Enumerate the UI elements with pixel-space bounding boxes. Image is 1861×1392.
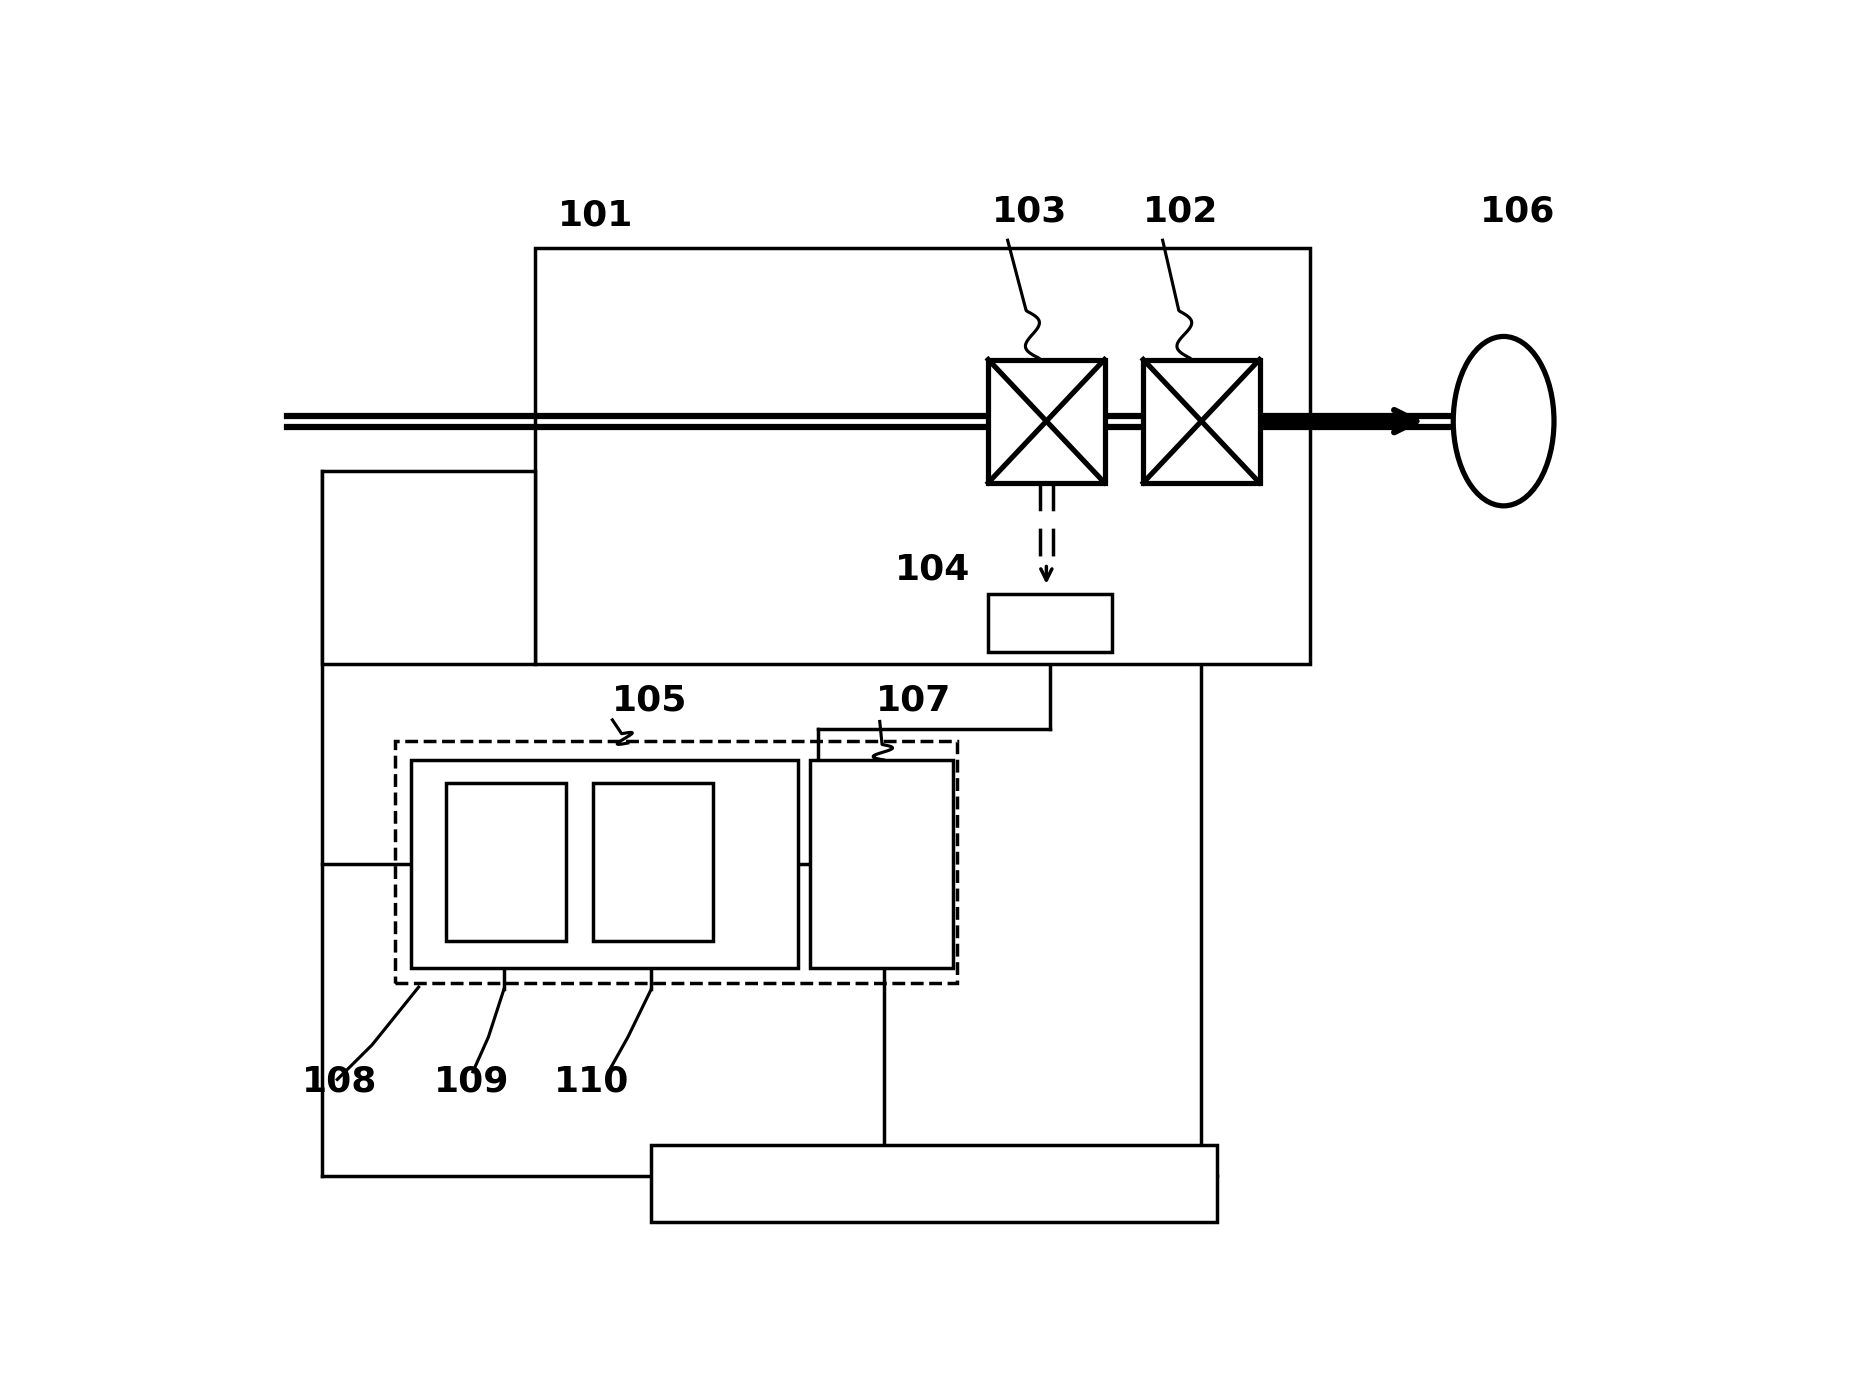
Text: 108: 108 (301, 1065, 378, 1098)
Text: 101: 101 (558, 199, 633, 232)
Text: 105: 105 (612, 683, 689, 718)
Bar (594, 784, 713, 941)
Text: 102: 102 (1143, 195, 1219, 228)
Text: 107: 107 (877, 683, 951, 718)
Text: 106: 106 (1479, 195, 1556, 228)
Ellipse shape (1453, 337, 1554, 505)
Text: 103: 103 (992, 195, 1068, 228)
Bar (322, 470, 534, 664)
Bar (447, 784, 566, 941)
Bar (651, 1146, 1217, 1222)
Bar (395, 741, 957, 983)
Bar (534, 248, 1310, 664)
Bar (988, 359, 1104, 483)
Text: 110: 110 (555, 1065, 629, 1098)
Bar (411, 760, 798, 967)
Bar (1143, 359, 1260, 483)
Text: 104: 104 (895, 553, 971, 586)
Bar (810, 760, 953, 967)
Bar (988, 594, 1113, 651)
Text: 109: 109 (434, 1065, 510, 1098)
